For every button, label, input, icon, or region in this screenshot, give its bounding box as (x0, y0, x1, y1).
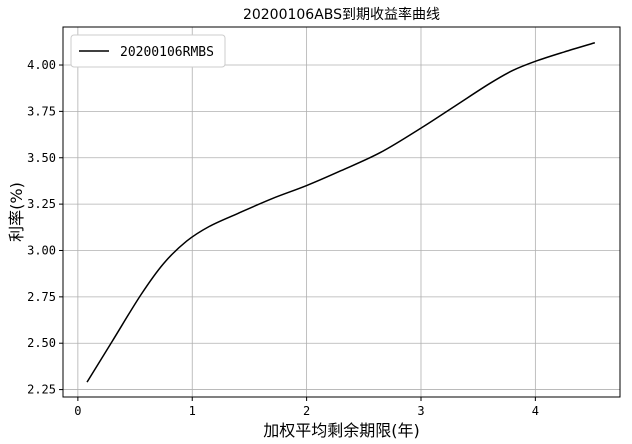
y-tick-label: 3.25 (27, 197, 56, 211)
x-axis-label: 加权平均剩余期限(年) (263, 421, 420, 440)
y-tick-label: 3.50 (27, 151, 56, 165)
series-line (86, 42, 596, 383)
y-tick-label: 3.75 (27, 104, 56, 118)
y-tick-label: 2.25 (27, 383, 56, 397)
x-tick-label: 0 (74, 404, 81, 418)
x-tick-label: 3 (417, 404, 424, 418)
y-tick-label: 2.50 (27, 336, 56, 350)
ticks: 0 1 2 3 4 2.25 2.50 2.75 3.00 3.25 3.50 3.75 4.00 (27, 58, 539, 418)
legend-entry-label: 20200106RMBS (120, 45, 214, 60)
series-layer (86, 42, 596, 383)
y-tick-label: 2.75 (27, 290, 56, 304)
x-tick-label: 4 (532, 404, 539, 418)
y-axis-label: 利率(%) (7, 182, 26, 242)
legend: 20200106RMBS (70, 34, 226, 68)
grid (63, 27, 620, 397)
x-tick-label: 1 (189, 404, 196, 418)
plot-frame (62, 26, 621, 398)
y-tick-label: 3.00 (27, 243, 56, 257)
legend-box (70, 34, 226, 68)
x-tick-label: 2 (303, 404, 310, 418)
chart-title: 20200106ABS到期收益率曲线 (243, 6, 440, 23)
y-tick-label: 4.00 (27, 58, 56, 72)
